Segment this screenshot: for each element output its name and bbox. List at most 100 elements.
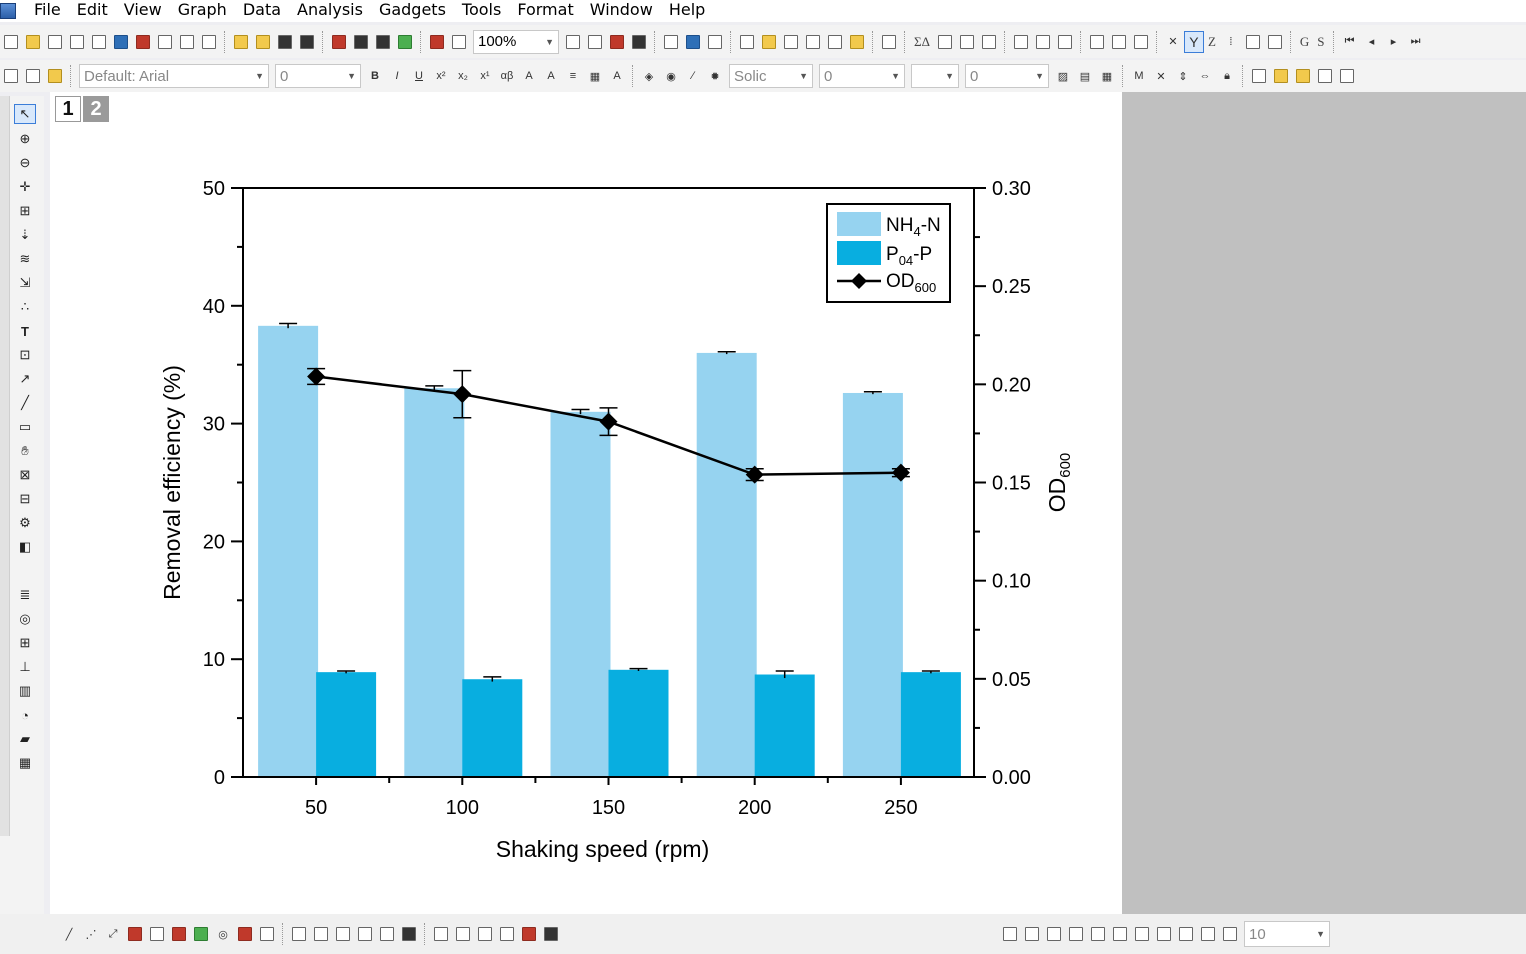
window-list-icon[interactable] — [705, 32, 725, 52]
print-icon[interactable] — [563, 32, 583, 52]
line-style-combo[interactable]: Solic ▼ — [729, 64, 813, 88]
color-scale-icon[interactable]: ▥ — [18, 683, 32, 698]
lock-icon[interactable]: 🔒︎ — [1224, 69, 1230, 82]
object-back-icon[interactable] — [1022, 924, 1042, 944]
data-reader-icon[interactable]: ⊞ — [19, 203, 31, 218]
add-axis-icon[interactable] — [519, 924, 539, 944]
front-icon[interactable] — [1249, 66, 1269, 86]
batch-icon[interactable] — [449, 32, 469, 52]
pointer-icon[interactable]: ↖ — [14, 104, 36, 124]
menu-graph[interactable]: Graph — [177, 0, 227, 19]
code-builder-icon[interactable] — [803, 32, 823, 52]
refresh-icon[interactable] — [661, 32, 681, 52]
object-size-combo[interactable]: 10 ▼ — [1244, 921, 1330, 947]
add-layer-icon[interactable] — [497, 924, 517, 944]
set-values-icon[interactable] — [979, 32, 999, 52]
last-icon[interactable]: ⏭ — [1410, 35, 1421, 47]
new-function-icon[interactable] — [111, 32, 131, 52]
copy-page-icon[interactable] — [607, 32, 627, 52]
fill-color-icon[interactable]: ◈ — [644, 70, 654, 83]
stock-plot-icon[interactable] — [235, 924, 255, 944]
subgroup-button[interactable]: S — [1317, 33, 1325, 49]
hatch-icon[interactable]: ▨ — [1057, 70, 1069, 83]
back-icon[interactable] — [1271, 66, 1291, 86]
set-label-icon[interactable] — [1243, 32, 1263, 52]
align-bottom-icon[interactable] — [1110, 924, 1130, 944]
align-left-icon[interactable] — [1044, 924, 1064, 944]
new-workbook-icon[interactable] — [45, 32, 65, 52]
distribute-icon[interactable]: ⇕ — [1178, 70, 1188, 83]
insert-graph-icon[interactable]: ⊠ — [19, 467, 31, 482]
menu-gadgets[interactable]: Gadgets — [378, 0, 446, 19]
stacked-chart-icon[interactable] — [1055, 32, 1075, 52]
mask-icon[interactable]: ◧ — [18, 539, 32, 554]
draw-data-icon[interactable]: ∴ — [20, 299, 30, 314]
import-wizard-icon[interactable] — [373, 32, 393, 52]
next-icon[interactable]: ▸ — [1390, 36, 1397, 48]
subscript-icon[interactable]: x₂ — [458, 70, 468, 82]
pattern-icon[interactable]: ◉ — [666, 70, 676, 83]
open-icon[interactable] — [231, 32, 251, 52]
distribute-v-icon[interactable] — [1154, 924, 1174, 944]
menu-data[interactable]: Data — [242, 0, 282, 19]
symbol-icon[interactable]: ✹ — [710, 70, 720, 83]
menu-file[interactable]: File — [34, 0, 61, 19]
menu-view[interactable]: View — [123, 0, 162, 19]
italic-icon[interactable]: I — [395, 70, 399, 82]
grid-tool-icon[interactable]: ▦ — [18, 755, 32, 770]
align-icon[interactable]: ≡ — [569, 70, 577, 82]
bar-chart-icon[interactable] — [1011, 32, 1031, 52]
column-stats-label[interactable]: ΣΔ — [914, 33, 930, 49]
contour-plot-icon[interactable] — [333, 924, 353, 944]
polar-plot-icon[interactable]: ◎ — [218, 928, 228, 941]
line-symbol-plot-icon[interactable]: ⤢ — [108, 927, 118, 940]
save-window-icon[interactable] — [297, 32, 317, 52]
hand-tool-icon[interactable]: ✋︎ — [21, 443, 29, 458]
menu-tools[interactable]: Tools — [461, 0, 502, 19]
rotate-icon[interactable] — [1198, 924, 1218, 944]
set-x-icon[interactable]: ✕ — [1168, 36, 1178, 48]
set-y-button[interactable]: Y — [1183, 30, 1204, 53]
zoom-out-icon[interactable]: ⊖ — [19, 155, 31, 170]
copy-icon[interactable] — [23, 66, 43, 86]
date-time-icon[interactable]: ◔ — [21, 707, 29, 723]
new-graph-icon[interactable] — [67, 32, 87, 52]
paste-icon[interactable] — [45, 66, 65, 86]
font-combo[interactable]: Default: Arial ▼ — [79, 64, 269, 88]
image-plot-icon[interactable] — [399, 924, 419, 944]
unmerge-icon[interactable]: ✕ — [1156, 70, 1166, 83]
align-right-icon[interactable] — [1066, 924, 1086, 944]
bar3d-plot-icon[interactable] — [377, 924, 397, 944]
font-size-combo[interactable]: 0 ▼ — [275, 64, 361, 88]
zoom-combo[interactable]: 100% ▼ — [473, 29, 559, 54]
screen-reader-icon[interactable]: ✛ — [19, 179, 31, 194]
import-icon[interactable] — [329, 32, 349, 52]
backward-icon[interactable] — [1315, 66, 1335, 86]
scale-bar-icon[interactable]: ⊥ — [19, 659, 31, 674]
align-objects-icon[interactable]: ⇔ — [1199, 70, 1211, 82]
line-plot-icon[interactable]: ╱ — [65, 928, 73, 941]
color-combo[interactable]: ▼ — [911, 64, 959, 88]
apps-icon[interactable] — [847, 32, 867, 52]
arrow-tool-icon[interactable]: ↗ — [19, 371, 31, 386]
3d-plot-icon[interactable] — [257, 924, 277, 944]
heatmap-plot-icon[interactable] — [147, 924, 167, 944]
area-plot-icon[interactable] — [191, 924, 211, 944]
save-project-icon[interactable] — [275, 32, 295, 52]
new-layout-icon[interactable] — [133, 32, 153, 52]
legend-tool-icon[interactable]: ⊞ — [19, 635, 31, 650]
forward-icon[interactable] — [1293, 66, 1313, 86]
align-top-icon[interactable] — [1088, 924, 1108, 944]
duplicate-icon[interactable] — [683, 32, 703, 52]
remove-filter-icon[interactable] — [1109, 32, 1129, 52]
menu-help[interactable]: Help — [668, 0, 706, 19]
distribute-h-icon[interactable] — [1132, 924, 1152, 944]
rectangle-tool-icon[interactable]: ▭ — [18, 419, 32, 434]
folder-tool-icon[interactable]: ▰ — [20, 731, 30, 746]
menu-analysis[interactable]: Analysis — [297, 0, 363, 19]
group-button[interactable]: G — [1299, 33, 1310, 49]
underline-icon[interactable]: U — [415, 70, 423, 82]
project-explorer-icon[interactable] — [737, 32, 757, 52]
set-error-icon[interactable]: ⁞ — [1229, 35, 1233, 48]
sum-icon[interactable] — [935, 32, 955, 52]
